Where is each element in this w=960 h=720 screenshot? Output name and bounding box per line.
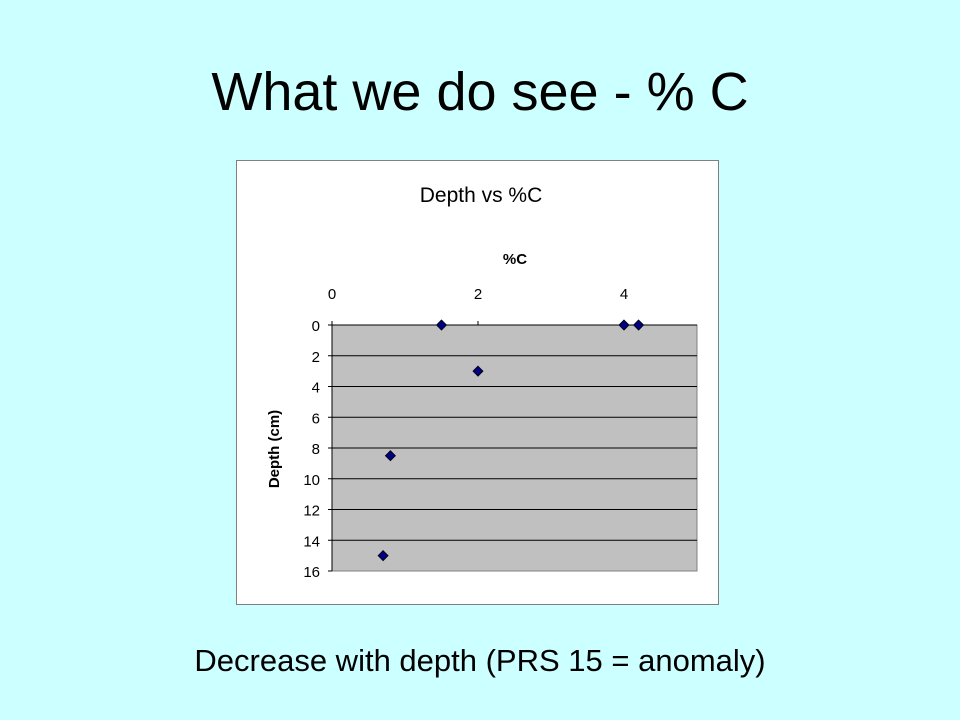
y-tick-label: 14	[303, 533, 320, 550]
data-point	[435, 319, 448, 331]
data-points	[377, 319, 645, 562]
gridlines	[332, 355, 697, 541]
x-axis: 0 2 4	[328, 286, 697, 326]
data-point	[618, 319, 630, 331]
y-tick-label: 16	[303, 564, 320, 581]
data-point	[472, 365, 484, 377]
y-tick-label: 12	[303, 503, 320, 520]
scatter-chart: Depth vs %C %C Depth (cm) 0 2 4 0 2 4 6 8 10 12 1…	[266, 184, 698, 581]
slide-caption: Decrease with depth (PRS 15 = anomaly)	[194, 643, 766, 678]
data-point	[633, 319, 645, 331]
data-point	[384, 450, 396, 462]
y-tick-label: 8	[312, 441, 320, 458]
x-axis-title: %C	[503, 251, 527, 268]
y-axis-title: Depth (cm)	[266, 410, 283, 488]
chart-title: Depth vs %C	[420, 184, 543, 207]
slide-title: What we do see - % C	[211, 62, 749, 122]
y-tick-label: 6	[312, 410, 320, 427]
data-point	[377, 550, 389, 562]
x-tick-label: 2	[474, 286, 482, 303]
x-tick-label: 4	[620, 286, 628, 303]
y-tick-label: 4	[312, 380, 320, 397]
y-axis: 0 2 4 6 8 10 12 14 16	[303, 318, 333, 581]
x-tick-label: 0	[328, 286, 336, 303]
chart-area: Depth vs %C %C Depth (cm) 0 2 4 0 2 4 6 8 10 12 1…	[236, 160, 719, 605]
y-tick-label: 0	[312, 318, 320, 335]
y-tick-label: 10	[303, 472, 320, 489]
y-tick-label: 2	[312, 349, 320, 366]
